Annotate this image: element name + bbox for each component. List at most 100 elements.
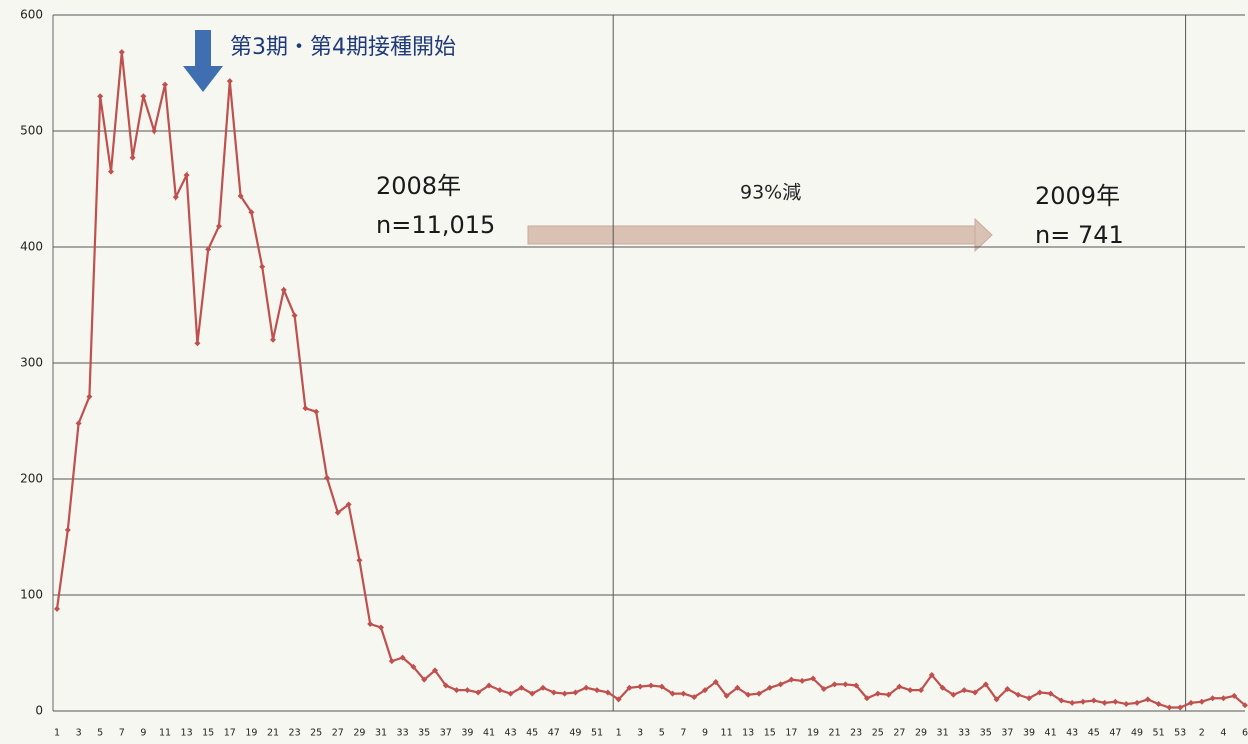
data-point	[626, 684, 633, 691]
data-point	[507, 690, 514, 697]
x-tick-label: 15	[764, 728, 776, 739]
data-point	[388, 658, 395, 665]
data-point	[734, 684, 741, 691]
x-tick-label: 21	[267, 728, 279, 739]
data-point	[118, 49, 125, 56]
data-point	[475, 689, 482, 696]
data-point	[1047, 690, 1054, 697]
x-tick-label: 13	[181, 728, 193, 739]
data-point	[1026, 695, 1032, 702]
data-point	[594, 687, 600, 694]
x-tick-label: 53	[1174, 728, 1186, 739]
y-tick-label: 300	[20, 356, 43, 370]
x-tick-label: 25	[310, 728, 322, 739]
data-point	[572, 689, 579, 696]
data-point	[97, 93, 104, 100]
x-tick-label: 45	[526, 728, 538, 739]
x-tick-label: 43	[505, 728, 517, 739]
x-tick-label: 13	[742, 728, 754, 739]
data-point	[248, 209, 255, 216]
x-tick-label: 4	[1220, 728, 1226, 739]
x-tick-label: 1	[616, 728, 622, 739]
data-point	[194, 340, 201, 347]
data-point	[216, 223, 222, 230]
y-tick-label: 600	[20, 8, 43, 22]
x-tick-label: 35	[980, 728, 992, 739]
x-tick-label: 5	[97, 728, 103, 739]
data-point	[1090, 697, 1097, 704]
data-point	[280, 286, 287, 293]
x-tick-label: 41	[1045, 728, 1057, 739]
data-point	[1231, 692, 1238, 699]
data-point	[550, 689, 557, 696]
data-point	[723, 692, 730, 699]
x-tick-label: 29	[353, 728, 365, 739]
data-point	[820, 685, 827, 692]
data-point	[1058, 697, 1065, 704]
arrow-right	[527, 217, 993, 253]
data-point	[313, 408, 320, 415]
y-tick-label: 200	[20, 472, 43, 486]
annotation: 2009年	[1035, 182, 1120, 210]
data-point	[669, 690, 676, 697]
data-point	[680, 690, 687, 697]
x-tick-label: 15	[202, 728, 214, 739]
x-tick-label: 49	[569, 728, 581, 739]
x-tick-label: 51	[1153, 728, 1165, 739]
data-point	[75, 420, 82, 427]
y-tick-label: 0	[35, 704, 43, 718]
data-point	[1112, 698, 1119, 705]
data-point	[302, 405, 309, 412]
data-line	[55, 52, 1246, 709]
data-point	[226, 78, 233, 85]
data-point	[442, 682, 449, 689]
data-point	[432, 667, 438, 674]
annotation: n= 741	[1035, 221, 1124, 249]
data-point	[658, 683, 665, 690]
data-point	[928, 672, 935, 679]
x-tick-label: 33	[397, 728, 409, 739]
x-tick-label: 7	[680, 728, 686, 739]
x-tick-label: 3	[637, 728, 643, 739]
data-point	[378, 624, 384, 631]
data-point	[1123, 701, 1130, 708]
x-tick-label: 9	[702, 728, 708, 739]
data-point	[950, 691, 957, 698]
x-tick-label: 2	[1199, 728, 1205, 739]
data-point	[831, 681, 838, 688]
data-point	[993, 696, 1000, 703]
data-point	[972, 689, 978, 696]
data-point	[842, 681, 849, 688]
data-point	[874, 690, 881, 697]
x-tick-label: 11	[721, 728, 733, 739]
x-tick-label: 39	[1023, 728, 1035, 739]
data-point	[399, 654, 406, 661]
data-point	[1166, 704, 1173, 711]
data-point	[345, 501, 352, 508]
data-point	[691, 694, 698, 701]
x-tick-label: 9	[140, 728, 146, 739]
x-tick-label: 27	[332, 728, 344, 739]
x-tick-label: 33	[958, 728, 970, 739]
data-point	[939, 684, 946, 691]
data-point	[766, 684, 773, 691]
x-tick-label: 37	[440, 728, 452, 739]
data-point	[1069, 699, 1076, 706]
x-tick-label: 45	[1088, 728, 1100, 739]
x-tick-label: 29	[915, 728, 927, 739]
x-tick-label: 47	[1109, 728, 1121, 739]
annotation: 第3期・第4期接種開始	[230, 35, 456, 60]
data-point	[604, 689, 611, 696]
data-point	[129, 154, 136, 161]
data-point	[540, 684, 546, 691]
x-tick-label: 6	[1242, 728, 1248, 739]
data-point	[1036, 689, 1043, 696]
data-point	[1155, 701, 1162, 708]
data-point	[896, 683, 903, 690]
x-tick-label: 19	[245, 728, 257, 739]
data-point	[982, 681, 989, 688]
x-tick-label: 17	[224, 728, 236, 739]
data-point	[486, 682, 492, 689]
y-tick-label: 400	[20, 240, 43, 254]
